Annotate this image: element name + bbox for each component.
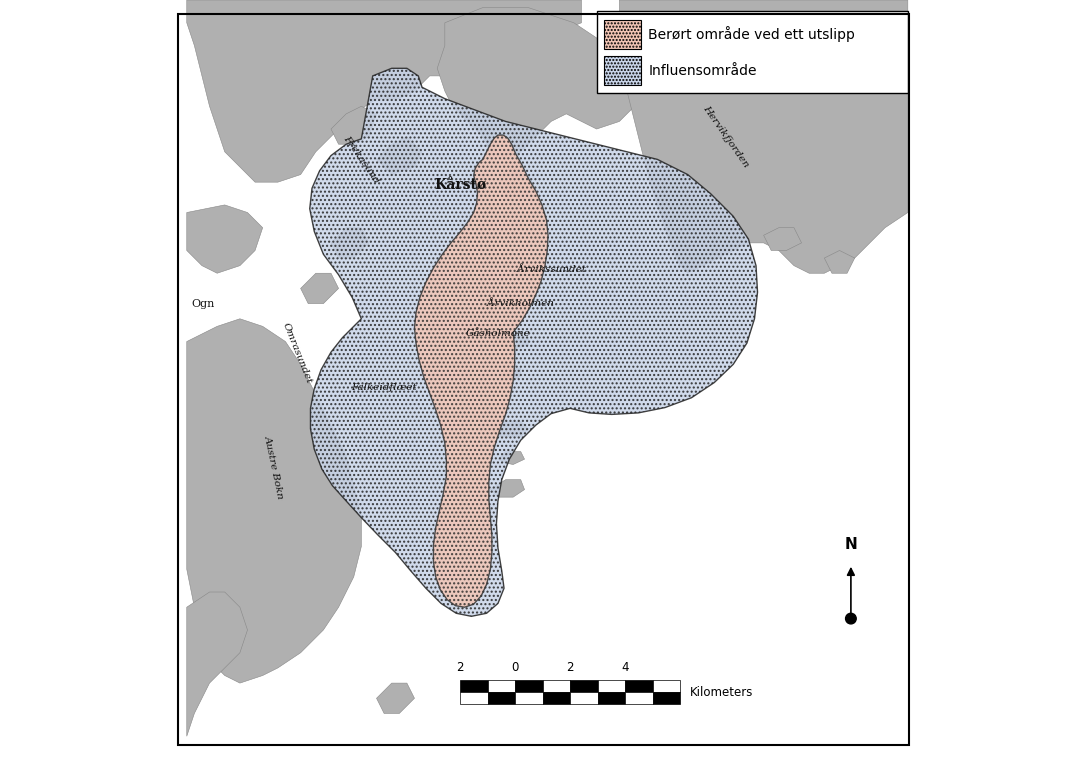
Polygon shape [763, 228, 801, 250]
Polygon shape [376, 137, 422, 175]
Bar [604, 20, 640, 49]
Bar [625, 692, 652, 704]
Text: Austre Bokn: Austre Bokn [263, 434, 285, 499]
Text: Ogn: Ogn [191, 298, 215, 309]
Text: Årvikssundet: Årvikssundet [516, 265, 586, 274]
Bar [570, 680, 598, 692]
Polygon shape [330, 106, 376, 144]
Polygon shape [330, 228, 368, 258]
Text: Kilometers: Kilometers [690, 685, 753, 699]
Polygon shape [414, 135, 548, 607]
Bar [488, 692, 515, 704]
Polygon shape [498, 452, 525, 465]
Polygon shape [187, 319, 361, 683]
Bar [542, 692, 570, 704]
Text: 2: 2 [566, 661, 574, 674]
Text: Kårstø: Kårstø [434, 179, 486, 193]
Text: Falkeidflæet: Falkeidflæet [351, 383, 417, 392]
Bar [515, 680, 542, 692]
Text: Årvikholmen: Årvikholmen [487, 299, 554, 308]
Text: 2: 2 [457, 661, 464, 674]
Bar [625, 680, 652, 692]
Polygon shape [376, 683, 414, 713]
Polygon shape [187, 0, 582, 182]
Bar [542, 680, 570, 692]
Bar [460, 692, 488, 704]
Bar [488, 680, 515, 692]
Polygon shape [490, 421, 528, 436]
Text: Gåsholmane: Gåsholmane [465, 329, 530, 339]
Text: N: N [845, 537, 858, 552]
Polygon shape [310, 68, 758, 616]
Text: Frekasund: Frekasund [341, 134, 382, 185]
Polygon shape [490, 480, 525, 497]
Polygon shape [498, 167, 536, 197]
Text: Influensområde: Influensområde [648, 64, 757, 77]
Polygon shape [301, 273, 338, 304]
Text: Berørt område ved ett utslipp: Berørt område ved ett utslipp [648, 26, 855, 43]
Bar [652, 692, 680, 704]
Bar [598, 680, 625, 692]
Bar [598, 692, 625, 704]
Circle shape [846, 613, 857, 624]
Bar [460, 680, 488, 692]
Polygon shape [620, 0, 908, 273]
Polygon shape [490, 334, 528, 349]
Text: Hervikfjorden: Hervikfjorden [701, 104, 750, 169]
Bar [652, 680, 680, 692]
Polygon shape [824, 250, 854, 273]
Text: Omrasundet: Omrasundet [280, 321, 313, 385]
Bar [597, 11, 908, 93]
Bar [515, 692, 542, 704]
Polygon shape [498, 368, 521, 381]
Polygon shape [187, 205, 263, 273]
Polygon shape [187, 592, 248, 736]
Polygon shape [437, 8, 642, 159]
Text: 0: 0 [511, 661, 518, 674]
Bar [570, 692, 598, 704]
Bar [604, 56, 640, 85]
Text: 4: 4 [622, 661, 629, 674]
